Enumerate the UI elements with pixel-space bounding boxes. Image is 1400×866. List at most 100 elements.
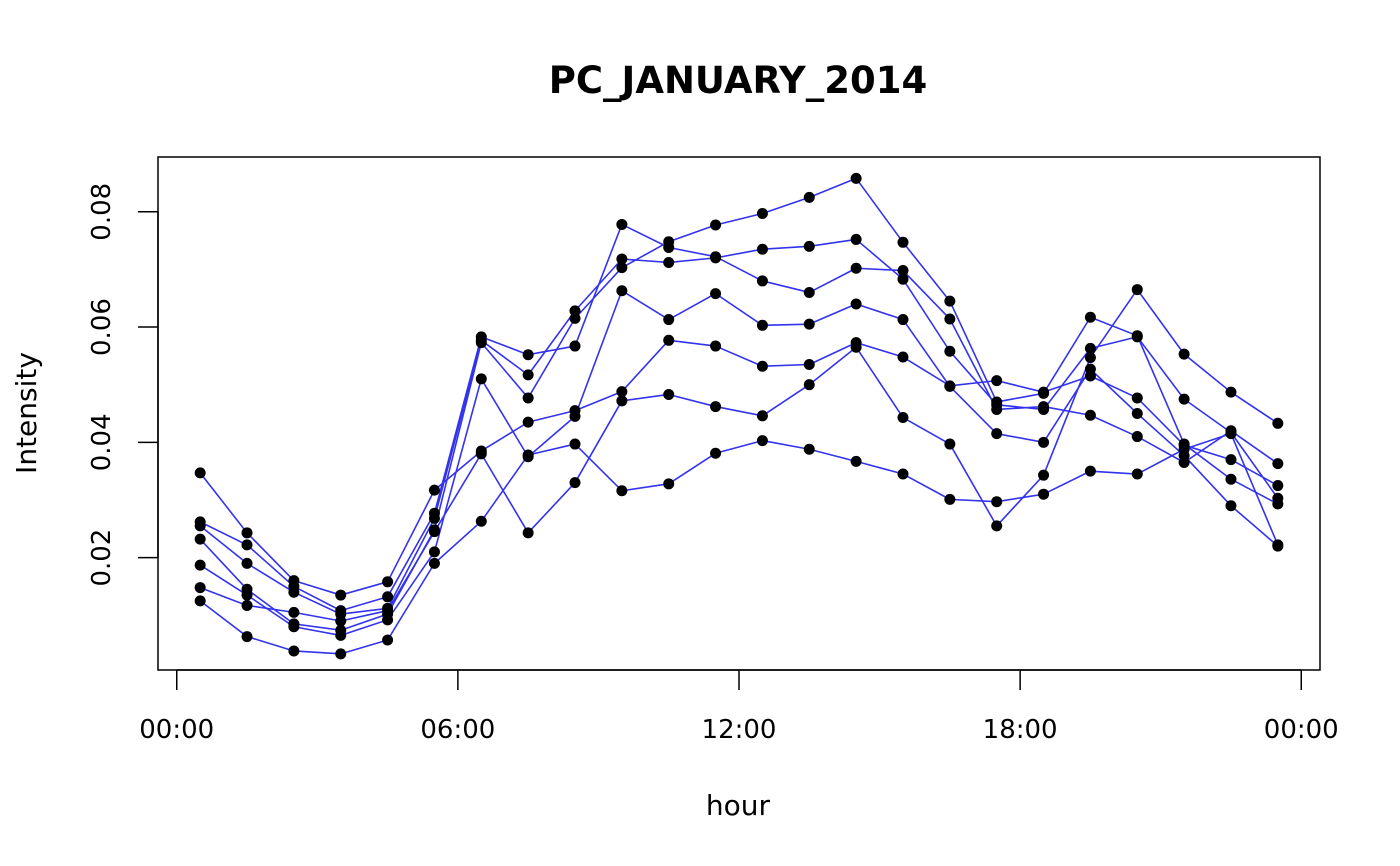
data-point xyxy=(616,395,628,407)
data-point xyxy=(428,484,440,496)
data-point xyxy=(1272,498,1284,510)
data-point xyxy=(897,273,909,285)
data-point xyxy=(663,478,675,490)
x-tick-label: 00:00 xyxy=(1264,715,1339,745)
data-point xyxy=(1225,500,1237,512)
data-point xyxy=(382,605,394,617)
data-point xyxy=(663,388,675,400)
data-point xyxy=(756,360,768,372)
data-point xyxy=(616,262,628,274)
data-point xyxy=(991,520,1003,532)
data-point xyxy=(335,629,347,641)
data-point xyxy=(288,645,300,657)
data-point xyxy=(241,631,253,643)
chart-title: PC_JANUARY_2014 xyxy=(549,59,927,102)
data-point xyxy=(944,493,956,505)
series-line-5 xyxy=(199,289,1279,637)
data-point xyxy=(1178,393,1190,405)
data-point xyxy=(428,512,440,524)
data-point xyxy=(1038,469,1050,481)
data-point xyxy=(1038,387,1050,399)
data-point xyxy=(194,595,206,607)
data-point xyxy=(194,533,206,545)
data-point xyxy=(897,236,909,248)
data-point xyxy=(1038,436,1050,448)
data-point xyxy=(897,468,909,480)
y-tick-label: 0.04 xyxy=(87,413,117,471)
data-point xyxy=(850,233,862,245)
data-point xyxy=(1131,468,1143,480)
x-axis-label: hour xyxy=(706,789,771,822)
data-point xyxy=(850,341,862,353)
data-point xyxy=(756,410,768,422)
data-point xyxy=(756,243,768,255)
data-point xyxy=(194,520,206,532)
data-point xyxy=(1084,363,1096,375)
data-point xyxy=(522,369,534,381)
data-point xyxy=(991,375,1003,387)
data-point xyxy=(428,557,440,569)
data-point xyxy=(241,589,253,601)
data-point xyxy=(475,337,487,349)
data-point xyxy=(335,615,347,627)
data-point xyxy=(710,340,722,352)
y-tick-label: 0.08 xyxy=(87,183,117,241)
data-point xyxy=(850,262,862,274)
data-point xyxy=(1084,409,1096,421)
data-point xyxy=(1225,386,1237,398)
data-point xyxy=(710,447,722,459)
data-point xyxy=(897,314,909,326)
series-points-3 xyxy=(194,233,1284,620)
data-point xyxy=(1225,454,1237,466)
data-point xyxy=(663,314,675,326)
series-line-1 xyxy=(199,339,1279,596)
data-point xyxy=(710,401,722,413)
data-point xyxy=(569,340,581,352)
data-point xyxy=(1178,348,1190,360)
data-point xyxy=(803,191,815,203)
data-point xyxy=(616,386,628,398)
y-tick-label: 0.06 xyxy=(87,298,117,356)
data-point xyxy=(522,349,534,361)
data-point xyxy=(897,351,909,363)
data-point xyxy=(241,599,253,611)
data-point xyxy=(194,582,206,594)
data-point xyxy=(1131,330,1143,342)
series-points-6 xyxy=(194,284,1284,627)
data-point xyxy=(756,435,768,447)
data-point xyxy=(1131,431,1143,443)
data-point xyxy=(569,477,581,489)
series-points-1 xyxy=(194,334,1284,601)
data-point xyxy=(522,392,534,404)
data-point xyxy=(1038,403,1050,415)
data-point xyxy=(944,380,956,392)
data-point xyxy=(1178,443,1190,455)
data-point xyxy=(803,240,815,252)
series-points-5 xyxy=(194,285,1284,641)
series-points-4 xyxy=(194,172,1284,636)
data-point xyxy=(288,586,300,598)
data-point xyxy=(569,410,581,422)
series-line-7 xyxy=(199,432,1279,655)
data-point xyxy=(522,416,534,428)
data-point xyxy=(944,438,956,450)
data-point xyxy=(194,559,206,571)
data-point xyxy=(991,496,1003,508)
data-point xyxy=(382,614,394,626)
data-point xyxy=(1272,417,1284,429)
data-point xyxy=(944,313,956,325)
data-point xyxy=(335,648,347,660)
y-axis-label: Intensity xyxy=(10,352,43,474)
data-point xyxy=(616,253,628,265)
x-tick-label: 06:00 xyxy=(420,715,495,745)
series-layer xyxy=(194,172,1284,660)
data-point xyxy=(522,527,534,539)
data-point xyxy=(756,319,768,331)
data-point xyxy=(1272,480,1284,492)
data-point xyxy=(1084,465,1096,477)
data-point xyxy=(569,312,581,324)
data-point xyxy=(1038,488,1050,500)
data-point xyxy=(944,345,956,357)
data-point xyxy=(803,379,815,391)
